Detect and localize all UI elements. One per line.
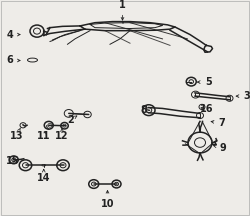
Text: 13: 13: [10, 128, 23, 141]
Text: 3: 3: [236, 91, 250, 101]
Text: 10: 10: [101, 191, 114, 209]
Text: 7: 7: [211, 118, 226, 128]
Text: 14: 14: [37, 169, 51, 183]
Text: 4: 4: [6, 30, 20, 40]
Text: 11: 11: [37, 131, 51, 141]
Text: 8: 8: [140, 105, 150, 115]
Text: 6: 6: [6, 56, 20, 65]
Text: 9: 9: [214, 143, 227, 153]
Text: 5: 5: [198, 77, 212, 87]
Text: 16: 16: [200, 104, 213, 114]
Text: 15: 15: [6, 156, 20, 166]
Text: 2: 2: [67, 115, 77, 125]
Text: 12: 12: [55, 128, 69, 141]
Text: 1: 1: [119, 0, 126, 20]
